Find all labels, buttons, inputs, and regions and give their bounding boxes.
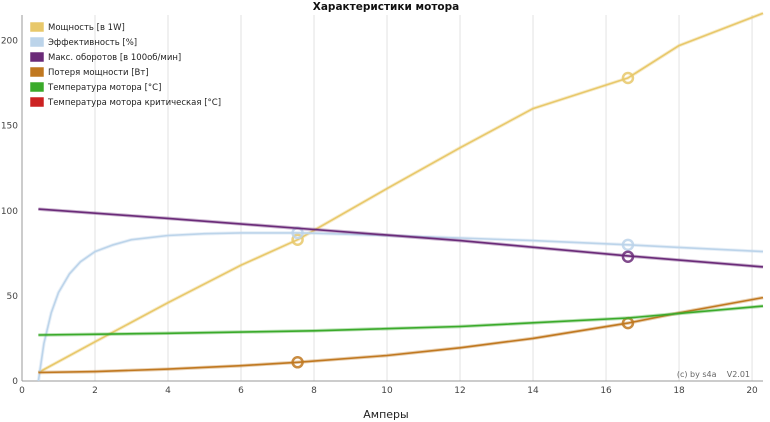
y-tick-label: 100	[1, 207, 18, 217]
data-point-marker	[291, 233, 304, 246]
legend: Мощность [в 1W] Эффективность [%] Макс. об…	[29, 21, 221, 108]
x-tick-label: 6	[238, 386, 244, 396]
legend-swatch	[29, 21, 45, 33]
x-tick-label: 18	[673, 386, 685, 396]
data-point-marker	[621, 250, 635, 263]
data-point-marker	[621, 71, 635, 85]
series-glow	[36, 231, 764, 382]
legend-label: Макс. оборотов [в 100об/мин]	[48, 53, 181, 63]
x-tick-label: 0	[19, 386, 25, 396]
series-line	[38, 208, 764, 268]
y-tick-label: 0	[12, 377, 18, 387]
x-axis-title: Амперы	[363, 408, 408, 421]
legend-label: Мощность [в 1W]	[48, 23, 125, 33]
legend-label: Температура мотора [°C]	[47, 83, 161, 93]
x-tick-label: 12	[454, 386, 465, 396]
grid	[94, 15, 753, 381]
credit-label: (c) by s4a V2.01	[677, 370, 750, 379]
legend-swatch	[29, 66, 45, 78]
x-tick-label: 16	[600, 386, 612, 396]
legend-label: Температура мотора критическая [°C]	[47, 98, 221, 108]
legend-swatch	[29, 51, 45, 63]
legend-swatch	[29, 81, 45, 93]
chart-title: Характеристики мотора	[313, 1, 460, 13]
series-layer	[36, 11, 764, 382]
x-tick-label: 14	[527, 386, 539, 396]
data-point-marker	[621, 238, 635, 252]
legend-label: Потеря мощности [Вт]	[48, 68, 149, 78]
x-tick-label: 20	[746, 386, 758, 396]
x-tick-label: 8	[311, 386, 317, 396]
legend-swatch	[29, 96, 45, 108]
series-line	[38, 12, 764, 374]
series-line	[37, 232, 764, 382]
y-tick-label: 50	[7, 292, 19, 302]
x-tick-label: 10	[381, 386, 393, 396]
x-tick-label: 2	[92, 386, 98, 396]
y-tick-label: 150	[1, 122, 18, 132]
legend-swatch	[29, 36, 45, 48]
x-tick-label: 4	[165, 386, 171, 396]
data-point-marker	[291, 356, 304, 369]
legend-label: Эффективность [%]	[48, 38, 137, 48]
series-line	[38, 296, 764, 374]
series-glow	[38, 304, 764, 337]
series-line	[38, 305, 764, 336]
y-tick-label: 200	[1, 37, 18, 47]
